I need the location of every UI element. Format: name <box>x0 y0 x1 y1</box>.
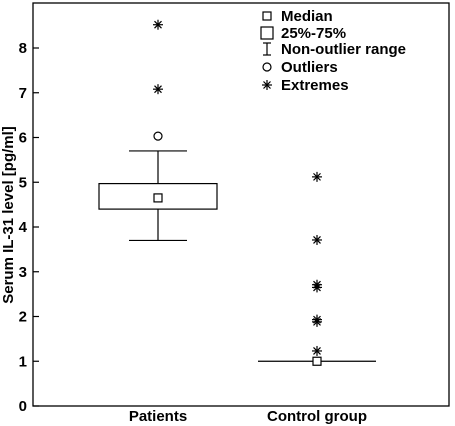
extreme-stroke <box>313 315 321 324</box>
median-marker <box>153 193 163 203</box>
y-tick-label: 5 <box>19 174 27 191</box>
legend-item: Non-outlier range <box>263 41 406 58</box>
legend-median-icon <box>262 11 272 21</box>
extreme-point <box>312 234 322 245</box>
legend-label: Non-outlier range <box>281 41 406 58</box>
y-tick-label: 7 <box>19 85 27 102</box>
plot-frame <box>32 2 450 407</box>
box-groups <box>98 19 376 366</box>
y-tick-label: 1 <box>19 353 27 370</box>
legend-box-icon <box>260 26 274 40</box>
legend-label: Median <box>281 8 333 25</box>
y-tick-label: 4 <box>19 219 28 236</box>
y-tick-label: 0 <box>19 398 27 415</box>
extreme-stroke <box>154 20 162 29</box>
legend-label: Extremes <box>281 77 349 94</box>
extreme-stroke <box>313 347 321 355</box>
median-marker <box>312 356 322 366</box>
box-group <box>98 19 218 242</box>
y-tick-label: 6 <box>19 130 27 147</box>
extreme-point <box>312 345 322 356</box>
legend-item: Outliers <box>262 59 338 76</box>
y-axis-ticks: 0 1 2 3 4 5 6 7 8 <box>19 40 39 415</box>
extreme-point <box>312 171 322 182</box>
outlier-point <box>153 131 163 141</box>
legend-label: 25%-75% <box>281 25 346 42</box>
x-category-label: Patients <box>129 408 187 425</box>
y-tick-label: 8 <box>19 40 27 57</box>
y-tick-label: 3 <box>19 264 27 281</box>
legend-outlier-icon <box>262 62 272 72</box>
legend-item: Median <box>262 8 333 25</box>
extreme-point <box>312 314 322 325</box>
x-category-label: Control group <box>267 408 367 425</box>
x-axis-labels: Patients Control group <box>129 408 367 425</box>
legend-label: Outliers <box>281 59 338 76</box>
extreme-stroke <box>313 236 321 244</box>
box-group <box>258 171 376 366</box>
legend-item: 25%-75% <box>260 25 346 42</box>
extreme-point <box>153 19 163 30</box>
y-axis-title: Serum IL-31 level [pg/ml] <box>0 126 17 304</box>
extreme-stroke <box>263 81 271 89</box>
extreme-point <box>312 279 322 290</box>
legend-extreme-icon <box>262 80 272 90</box>
y-tick-label: 2 <box>19 309 27 326</box>
extreme-stroke <box>313 172 321 181</box>
extreme-stroke <box>313 280 321 289</box>
extreme-point <box>153 84 163 95</box>
legend-whisker-icon <box>263 42 271 56</box>
legend-item: Extremes <box>262 77 349 94</box>
extreme-stroke <box>154 85 162 94</box>
